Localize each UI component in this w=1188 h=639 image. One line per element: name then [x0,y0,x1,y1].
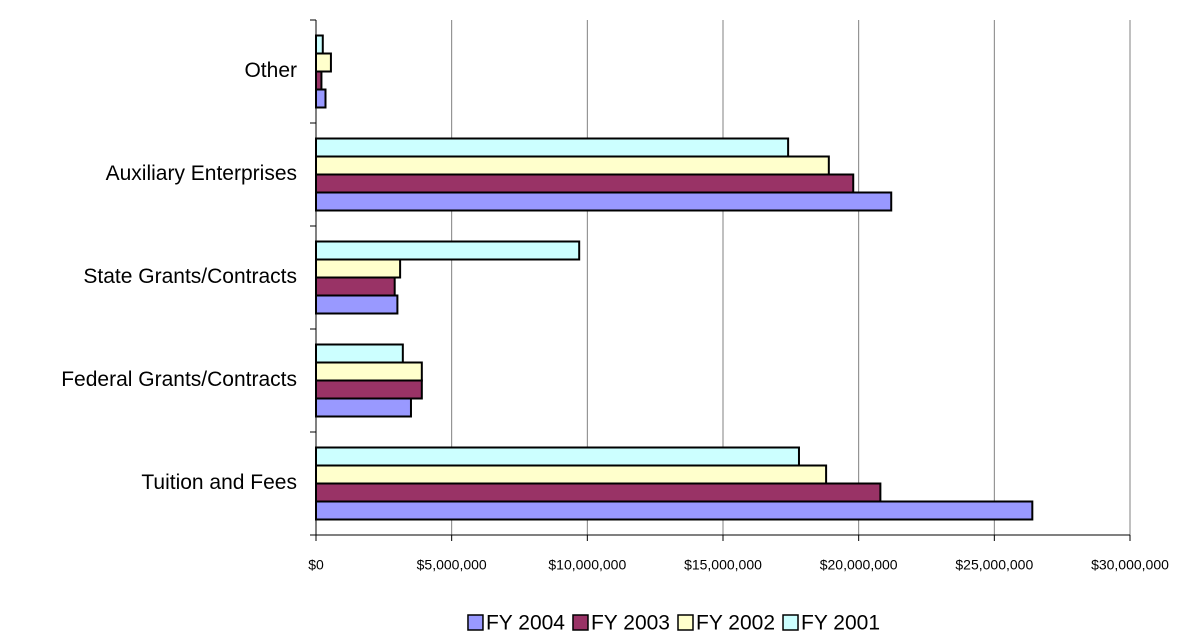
legend-label: FY 2003 [591,612,670,635]
legend-swatch [677,614,694,631]
bar [315,137,790,158]
bar [315,294,399,315]
y-tick-label: Federal Grants/Contracts [61,368,297,391]
bar [315,155,830,176]
bar [315,258,402,279]
bar [315,191,893,212]
x-tick-label: $25,000,000 [955,557,1033,573]
bar [315,343,404,364]
bar [315,70,323,91]
legend-swatch [572,614,589,631]
y-tick-label: Auxiliary Enterprises [106,162,297,185]
legend-label: FY 2001 [801,612,880,635]
bar [315,464,828,485]
y-tick-label: Other [244,59,297,82]
legend: FY 2004 FY 2003 FY 2002 FY 2001 [467,612,880,635]
x-tick-label: $30,000,000 [1091,557,1169,573]
x-tick-label: $5,000,000 [417,557,487,573]
bar [315,482,882,503]
y-tick-label: Tuition and Fees [141,471,297,494]
bar [315,361,423,382]
bar [315,500,1034,521]
x-tick-label: $15,000,000 [684,557,762,573]
legend-label: FY 2002 [696,612,775,635]
bar [315,379,423,400]
bar [315,240,581,261]
y-tick-label: State Grants/Contracts [83,265,297,288]
x-tick-label: $20,000,000 [820,557,898,573]
x-tick-label: $10,000,000 [548,557,626,573]
bar [315,52,332,73]
bar [315,276,396,297]
bar [315,397,412,418]
legend-swatch [782,614,799,631]
x-tick-label: $0 [308,557,324,573]
bar [315,88,327,109]
bar [315,34,324,55]
legend-label: FY 2004 [486,612,565,635]
bar [315,173,855,194]
bar [315,446,800,467]
legend-swatch [467,614,484,631]
